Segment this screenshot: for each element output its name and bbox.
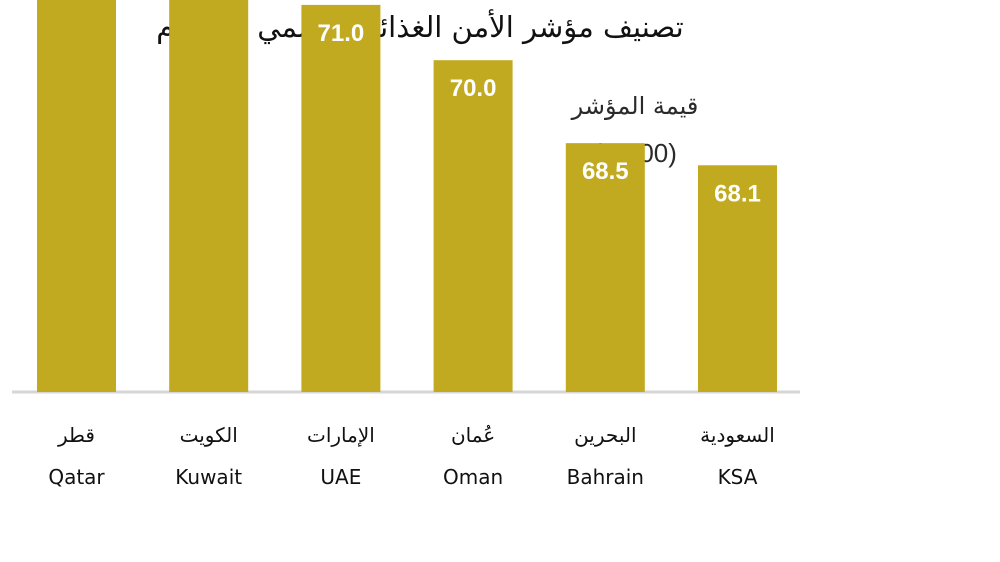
bar-kuwait [169, 0, 249, 392]
category-label-en-kuwait: Kuwait [175, 465, 242, 489]
bar-uae [301, 4, 381, 393]
category-label-ar-bahrain: البحرين [574, 423, 636, 447]
value-label-bahrain: 68.5 [582, 158, 629, 185]
category-label-en-uae: UAE [320, 465, 361, 489]
category-label-en-bahrain: Bahrain [567, 465, 644, 489]
bar-qatar [37, 0, 116, 392]
value-label-oman: 70.0 [450, 75, 497, 102]
bar-ksa [698, 165, 777, 392]
bar-bahrain [565, 143, 645, 392]
y-axis-label: قيمة المؤشر [571, 92, 699, 120]
category-label-ar-uae: الإمارات [307, 423, 375, 447]
category-label-ar-qatar: قطر [57, 423, 95, 447]
category-label-en-ksa: KSA [718, 465, 758, 489]
category-label-en-oman: Oman [443, 465, 503, 489]
value-label-uae: 71.0 [318, 20, 365, 47]
bar-oman [433, 60, 513, 392]
category-labels-group: قطر Qatar الكويت Kuwait الإمارات UAE عُمان Oman… [48, 423, 775, 489]
category-label-ar-ksa: السعودية [700, 423, 775, 447]
value-label-ksa: 68.1 [714, 180, 761, 207]
category-label-ar-kuwait: الكويت [180, 423, 238, 447]
bars-group: 73.672.271.070.068.568.1 [37, 0, 777, 393]
category-label-en-qatar: Qatar [48, 465, 105, 489]
category-label-ar-oman: عُمان [451, 423, 495, 447]
